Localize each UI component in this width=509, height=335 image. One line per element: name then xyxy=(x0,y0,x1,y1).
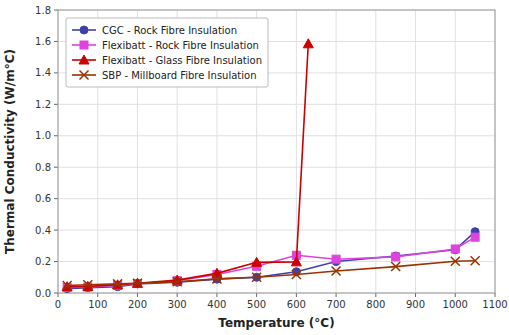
legend-label: SBP - Millboard Fibre Insulation xyxy=(102,70,257,81)
series-marker xyxy=(252,273,261,282)
x-grid-line xyxy=(415,10,416,293)
series-marker xyxy=(451,245,459,253)
y-tick xyxy=(54,10,58,11)
x-tick-label: 900 xyxy=(406,299,425,310)
series-marker xyxy=(451,246,459,254)
y-tick-label: 0.4 xyxy=(35,225,51,236)
x-tick xyxy=(336,293,337,297)
y-tick xyxy=(54,198,58,199)
x-tick xyxy=(256,293,257,297)
x-tick xyxy=(97,293,98,297)
x-tick-label: 400 xyxy=(207,299,226,310)
series-marker xyxy=(62,282,72,291)
x-tick-label: 500 xyxy=(247,299,266,310)
series-line xyxy=(67,232,475,289)
x-tick-label: 0 xyxy=(55,299,61,310)
series-marker xyxy=(212,274,221,283)
series-marker xyxy=(451,257,460,266)
y-grid-line xyxy=(58,104,495,105)
series-marker xyxy=(113,279,122,288)
y-tick xyxy=(54,167,58,168)
series-marker xyxy=(172,275,182,284)
series-marker xyxy=(332,266,341,275)
series-marker xyxy=(83,280,92,289)
series-line xyxy=(67,44,308,287)
legend-swatch-marker xyxy=(79,55,89,64)
x-tick xyxy=(495,293,496,297)
y-tick xyxy=(54,261,58,262)
y-tick-label: 1.8 xyxy=(35,5,51,16)
x-grid-line xyxy=(336,10,337,293)
x-grid-line xyxy=(375,10,376,293)
x-tick-label: 100 xyxy=(88,299,107,310)
x-tick-label: 600 xyxy=(287,299,306,310)
y-tick xyxy=(54,104,58,105)
y-tick-label: 0.8 xyxy=(35,162,51,173)
legend-swatch-marker xyxy=(80,41,88,49)
y-tick-label: 1.4 xyxy=(35,67,51,78)
x-tick xyxy=(216,293,217,297)
series-marker xyxy=(392,252,400,260)
x-tick xyxy=(375,293,376,297)
data-layer xyxy=(62,39,479,293)
legend: CGC - Rock Fibre Insulation Flexibatt - R… xyxy=(66,18,268,87)
series-marker xyxy=(291,257,301,266)
series-marker xyxy=(471,233,479,241)
series xyxy=(63,256,480,290)
legend-label: Flexibatt - Glass Fibre Insulation xyxy=(102,55,262,66)
y-tick-label: 0.2 xyxy=(35,256,51,267)
x-tick xyxy=(58,293,59,297)
legend-label: CGC - Rock Fibre Insulation xyxy=(102,25,237,36)
axes: 0 100 200 300 400 500 600 700 800 900 1000 1100 0.0 0… xyxy=(35,5,508,311)
y-tick-label: 1.2 xyxy=(35,99,51,110)
plot-background xyxy=(58,10,495,293)
x-tick xyxy=(296,293,297,297)
plot-frame xyxy=(58,10,495,293)
x-tick-label: 800 xyxy=(366,299,385,310)
series-marker xyxy=(332,255,340,263)
series-marker xyxy=(392,253,400,261)
series-marker xyxy=(252,257,262,266)
x-tick-label: 1000 xyxy=(443,299,468,310)
y-tick xyxy=(54,72,58,73)
y-axis-label: Thermal Conductivity (W/m°C) xyxy=(3,49,17,254)
y-tick-label: 0.6 xyxy=(35,193,51,204)
series-marker xyxy=(391,262,400,271)
x-tick xyxy=(137,293,138,297)
y-tick-label: 1.6 xyxy=(35,36,51,47)
series-line xyxy=(67,261,475,286)
y-tick-label: 0.0 xyxy=(35,288,51,299)
y-grid-line xyxy=(58,198,495,199)
y-tick-label: 1.0 xyxy=(35,130,51,141)
series-marker xyxy=(303,39,313,48)
x-tick xyxy=(177,293,178,297)
series-marker xyxy=(63,281,72,290)
series-marker xyxy=(133,279,142,288)
legend-label: Flexibatt - Rock Fibre Insulation xyxy=(102,40,259,51)
y-grid-line xyxy=(58,135,495,136)
y-tick xyxy=(54,41,58,42)
x-tick xyxy=(415,293,416,297)
series-marker xyxy=(471,256,480,265)
chart: 0 100 200 300 400 500 600 700 800 900 1000 1100 0.0 0… xyxy=(0,0,509,335)
legend-box xyxy=(66,18,268,87)
x-tick-label: 200 xyxy=(128,299,147,310)
series-marker xyxy=(173,277,182,286)
legend-swatch-marker xyxy=(80,26,88,34)
y-tick xyxy=(54,135,58,136)
series-marker xyxy=(292,270,301,279)
series xyxy=(63,228,479,293)
x-tick-label: 700 xyxy=(327,299,346,310)
x-axis-label: Temperature (°C) xyxy=(218,316,334,330)
x-tick xyxy=(455,293,456,297)
y-tick xyxy=(54,230,58,231)
y-grid-line xyxy=(58,167,495,168)
legend-swatch-marker xyxy=(80,71,89,80)
x-tick-label: 300 xyxy=(168,299,187,310)
y-tick xyxy=(54,293,58,294)
grid xyxy=(58,10,495,293)
x-tick-label: 1100 xyxy=(482,299,507,310)
y-grid-line xyxy=(58,230,495,231)
